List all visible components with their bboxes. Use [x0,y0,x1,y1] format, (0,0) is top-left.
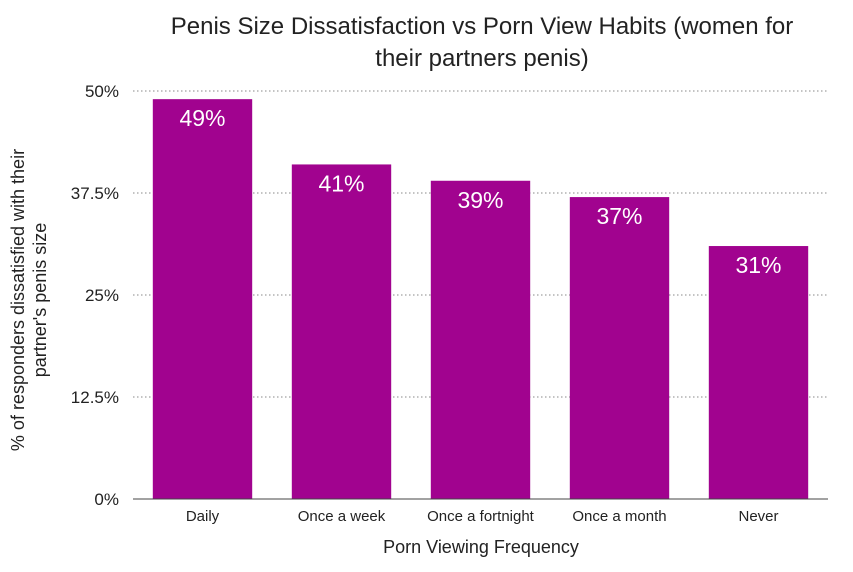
y-axis-ticks: 0% 12.5% 25% 37.5% 50% [71,82,119,509]
chart-title-line-1: Penis Size Dissatisfaction vs Porn View … [171,13,793,40]
data-label: 49% [179,105,225,131]
data-labels: 49% 41% 39% 37% 31% [179,105,781,278]
data-label: 37% [596,203,642,229]
data-label: 31% [735,252,781,278]
bar [152,99,253,499]
bar [708,246,809,499]
y-tick-label: 50% [85,82,119,101]
y-tick-label: 37.5% [71,184,119,203]
bar [291,164,392,499]
y-axis-label-line-2: partner's penis size [30,223,50,378]
bar [569,197,670,499]
y-tick-label: 12.5% [71,388,119,407]
x-tick-label: Never [738,508,778,525]
bar [430,180,531,499]
chart-title-line-2: their partners penis) [375,45,588,72]
x-tick-label: Once a month [572,508,666,525]
y-tick-label: 0% [94,490,119,509]
y-tick-label: 25% [85,286,119,305]
x-axis-label: Porn Viewing Frequency [383,537,579,557]
data-label: 41% [318,170,364,196]
y-axis-label-line-1: % of responders dissatisfied with their [8,149,28,451]
y-axis-label: % of responders dissatisfied with their … [8,149,50,451]
x-axis-ticks: Daily Once a week Once a fortnight Once a m… [186,508,779,525]
data-label: 39% [457,187,503,213]
x-tick-label: Daily [186,508,220,525]
bars [152,99,809,499]
x-tick-label: Once a fortnight [427,508,535,525]
x-tick-label: Once a week [298,508,386,525]
